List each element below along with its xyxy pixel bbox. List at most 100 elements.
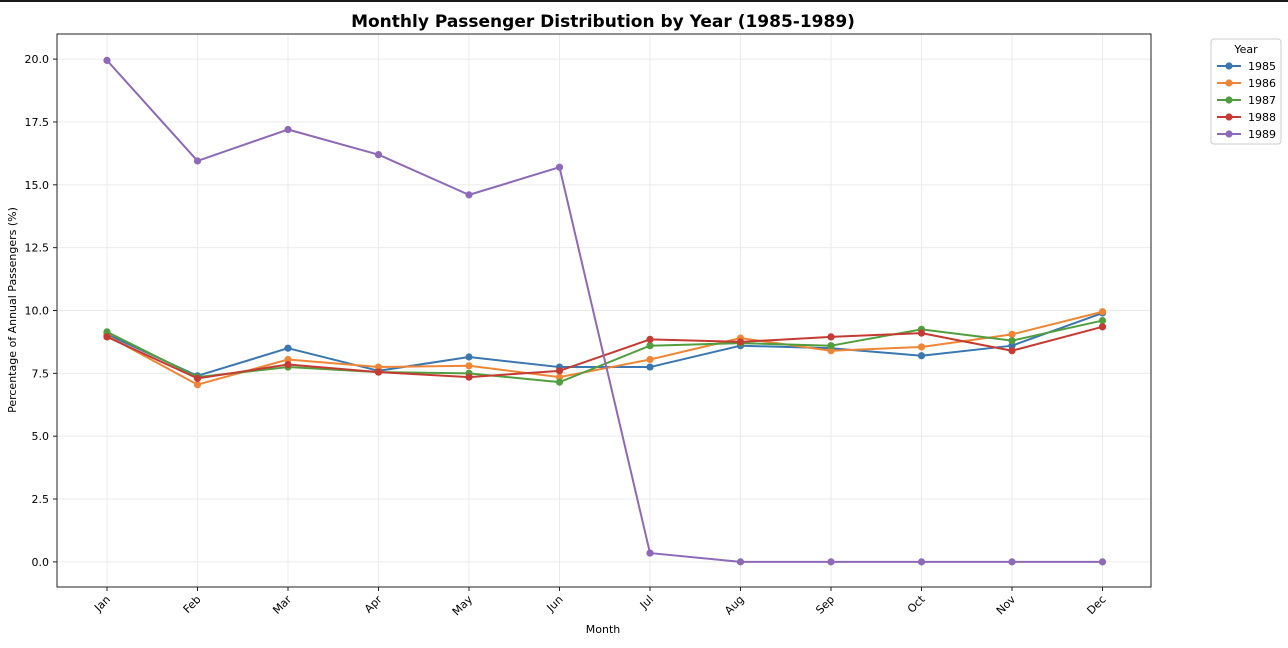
- data-point-1986: [193, 381, 202, 389]
- x-tick-label: Feb: [181, 593, 204, 616]
- data-point-1989: [284, 125, 292, 134]
- data-point-1988: [646, 335, 654, 344]
- data-point-1989: [646, 549, 654, 557]
- y-tick-label: 17.5: [25, 116, 50, 129]
- y-axis-label: Percentage of Annual Passengers (%): [6, 207, 19, 413]
- data-point-1987: [1008, 337, 1016, 345]
- data-point-1987: [103, 328, 111, 336]
- data-point-1989: [736, 558, 745, 566]
- data-point-1988: [284, 360, 292, 369]
- window-top-border: [0, 0, 1288, 2]
- data-point-1986: [555, 373, 564, 381]
- legend-items: 1985 1986 1987 1988 1989: [1217, 60, 1276, 141]
- series-1989: [103, 56, 1107, 566]
- data-point-1986: [646, 355, 654, 364]
- legend-swatch-marker: [1225, 130, 1233, 138]
- y-tick-label: 7.5: [32, 367, 50, 380]
- x-tick-label: Nov: [994, 593, 1019, 618]
- data-point-1985: [1008, 342, 1016, 350]
- data-point-1989: [555, 163, 564, 171]
- legend-swatch-marker: [1225, 113, 1233, 121]
- y-tick-label: 20.0: [25, 53, 50, 66]
- data-point-1986: [1098, 308, 1107, 316]
- chart-title: Monthly Passenger Distribution by Year (…: [351, 12, 855, 32]
- series-line-1986: [106, 310, 1103, 386]
- data-point-1987: [555, 378, 564, 386]
- x-tick-label: Mar: [270, 593, 294, 617]
- series-line-1985: [106, 312, 1103, 377]
- data-point-1988: [827, 333, 835, 341]
- data-point-1986: [284, 355, 292, 364]
- data-point-1988: [103, 333, 111, 341]
- data-point-1985: [646, 363, 654, 371]
- data-point-1988: [917, 329, 926, 337]
- y-tick-label: 15.0: [25, 179, 50, 192]
- legend-item-1985: 1985: [1217, 60, 1276, 73]
- x-tick-label: Sep: [813, 593, 837, 617]
- y-tick-label: 0.0: [32, 556, 50, 569]
- data-point-1986: [917, 343, 926, 351]
- legend: Year 1985 1986 1987 1988 1989: [1210, 38, 1282, 145]
- data-point-1988: [1008, 347, 1016, 355]
- legend-label: 1987: [1248, 94, 1276, 107]
- series-line-1989: [106, 59, 1103, 563]
- data-point-1989: [374, 151, 383, 159]
- data-point-1987: [1098, 316, 1107, 325]
- x-axis-label: Month: [586, 623, 621, 636]
- legend-swatch-marker: [1225, 96, 1233, 104]
- data-point-1989: [103, 56, 111, 64]
- legend-title: Year: [1233, 43, 1258, 56]
- series-1986: [103, 308, 1107, 389]
- data-point-1986: [374, 363, 383, 371]
- data-point-1986: [827, 347, 835, 355]
- data-point-1986: [1008, 330, 1016, 338]
- legend-item-1987: 1987: [1217, 94, 1276, 107]
- x-tick-label: May: [450, 593, 476, 619]
- legend-label: 1985: [1248, 60, 1276, 73]
- data-point-1989: [1098, 558, 1107, 566]
- data-point-1989: [1008, 558, 1016, 566]
- series-line-1988: [106, 325, 1103, 380]
- legend-swatch-marker: [1225, 79, 1233, 87]
- data-point-1988: [465, 373, 473, 381]
- data-point-1985: [465, 353, 473, 361]
- data-point-1989: [465, 191, 473, 199]
- grid-lines: [57, 34, 1151, 587]
- data-point-1988: [193, 374, 202, 382]
- data-point-1987: [646, 342, 654, 350]
- y-tick-label: 10.0: [25, 305, 50, 318]
- y-tick-label: 5.0: [32, 430, 50, 443]
- x-tick-label: Apr: [362, 593, 385, 616]
- data-point-1988: [736, 338, 745, 346]
- data-point-1988: [374, 368, 383, 376]
- series-1988: [103, 323, 1107, 382]
- data-point-1989: [193, 157, 202, 165]
- data-point-1986: [465, 362, 473, 370]
- legend-item-1989: 1989: [1217, 128, 1276, 141]
- legend-item-1988: 1988: [1217, 111, 1276, 124]
- y-tick-label: 12.5: [25, 242, 50, 255]
- legend-swatch-marker: [1225, 62, 1233, 70]
- y-tick-label: 2.5: [32, 493, 50, 506]
- data-point-1988: [1098, 323, 1107, 331]
- x-tick-label: Oct: [905, 592, 928, 615]
- x-axis: Jan Feb Mar Apr May Jun Jul Aug Sep Oct Nov Dec: [91, 587, 1109, 619]
- x-tick-label: Jul: [637, 593, 656, 612]
- data-point-1988: [555, 367, 564, 375]
- legend-item-1986: 1986: [1217, 77, 1276, 90]
- data-point-1985: [284, 344, 292, 352]
- legend-label: 1989: [1248, 128, 1276, 141]
- data-point-1987: [827, 342, 835, 350]
- series-layer: [103, 56, 1107, 566]
- legend-label: 1986: [1248, 77, 1276, 90]
- data-point-1985: [917, 352, 926, 360]
- x-tick-label: Dec: [1084, 593, 1108, 617]
- x-tick-label: Jan: [91, 593, 113, 615]
- data-point-1989: [917, 558, 926, 566]
- x-tick-label: Jun: [544, 593, 566, 615]
- x-tick-label: Aug: [722, 593, 746, 617]
- y-axis: 0.0 2.5 5.0 7.5 10.0 12.5 15.0 17.5 20.0: [25, 53, 57, 569]
- data-point-1989: [827, 558, 835, 566]
- legend-label: 1988: [1248, 111, 1276, 124]
